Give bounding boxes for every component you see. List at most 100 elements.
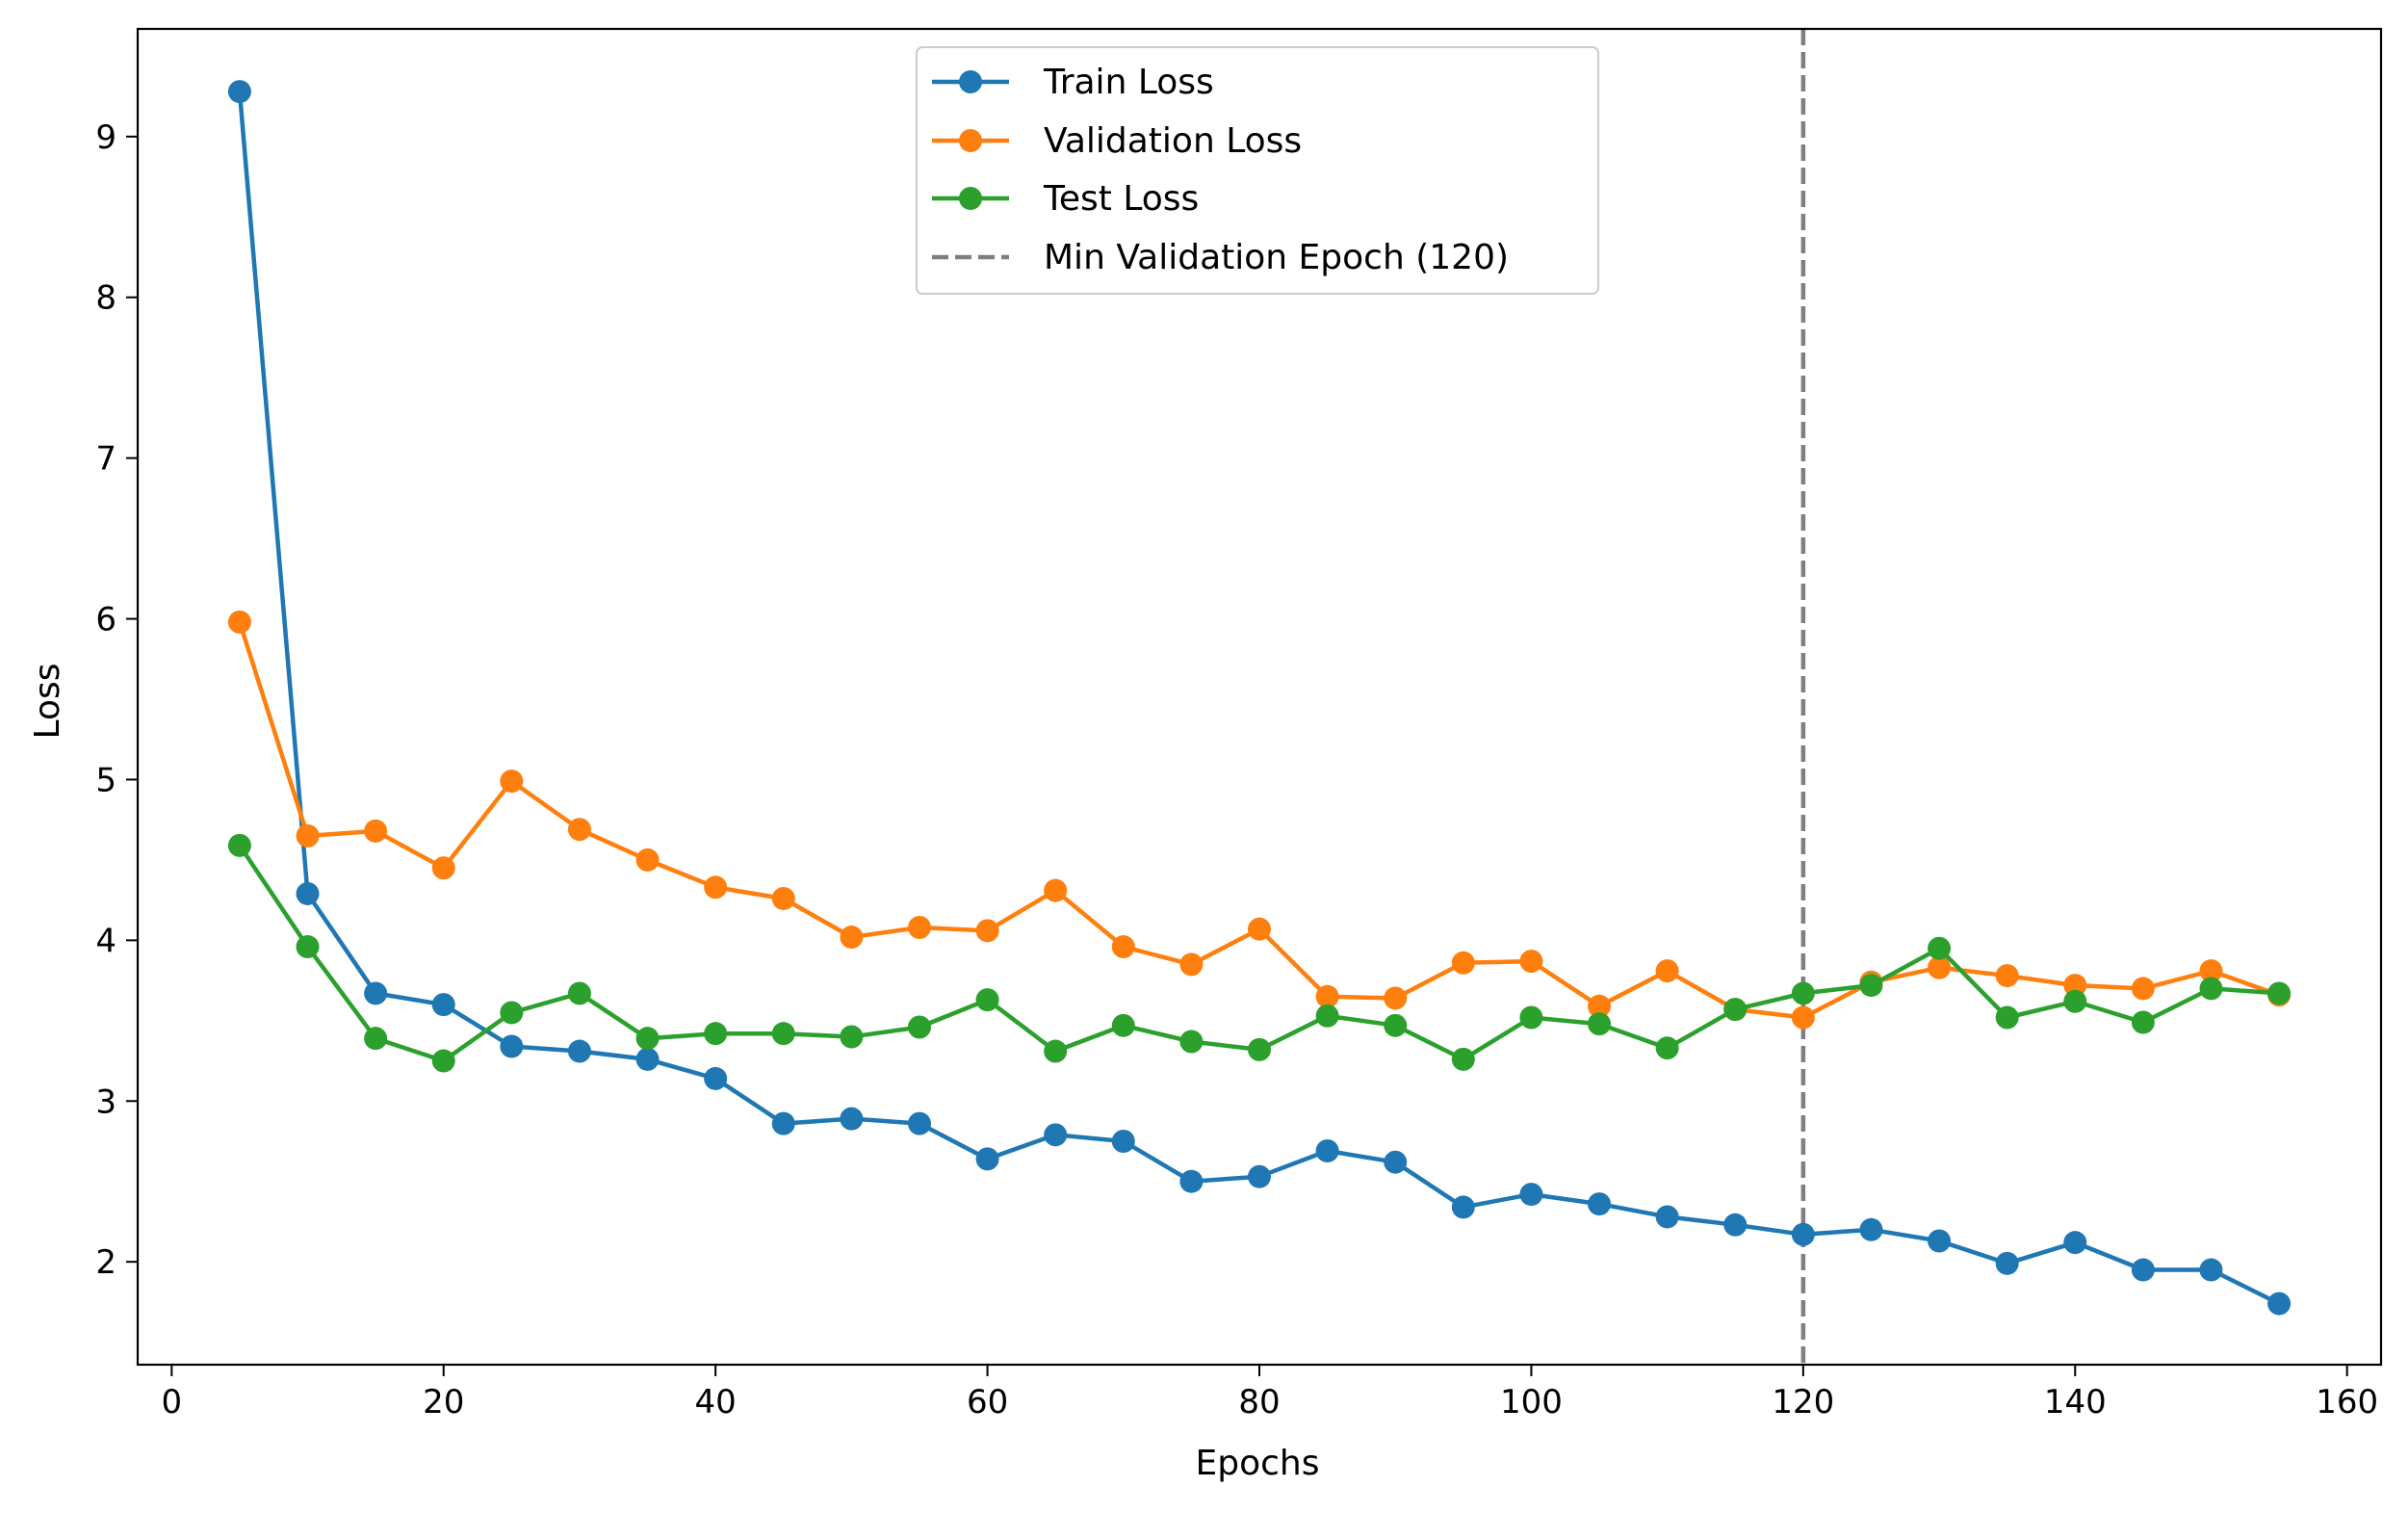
y-tick-label: 7 <box>95 440 117 479</box>
data-point <box>1044 1039 1068 1063</box>
data-point <box>227 80 251 104</box>
data-point <box>1928 955 1952 979</box>
data-point <box>1928 1229 1952 1253</box>
data-point <box>2063 1231 2087 1255</box>
data-point <box>635 1047 660 1071</box>
data-point <box>771 886 795 910</box>
data-point <box>635 1027 660 1051</box>
y-axis: 2 3 4 5 6 7 8 9 <box>95 118 138 1282</box>
data-point <box>771 1111 795 1135</box>
y-tick-label: 3 <box>95 1083 117 1121</box>
data-point <box>2131 1010 2155 1034</box>
data-point <box>1519 1005 1543 1030</box>
data-point <box>771 1022 795 1046</box>
data-point <box>1588 1012 1612 1036</box>
y-tick-label: 8 <box>95 279 117 318</box>
x-tick-label: 20 <box>423 1383 464 1422</box>
data-point <box>2267 1291 2291 1316</box>
data-point <box>567 818 591 842</box>
data-point <box>1384 1150 1408 1174</box>
data-point <box>364 981 388 1005</box>
legend-label: Train Loss <box>1043 63 1214 102</box>
data-point <box>1451 1195 1475 1219</box>
legend: Train Loss Validation Loss Test Loss Min Va… <box>916 46 1599 295</box>
data-point <box>1995 1005 2019 1030</box>
data-point <box>907 1015 931 1039</box>
data-point <box>431 856 455 880</box>
y-tick-label: 2 <box>95 1243 117 1282</box>
x-tick-label: 100 <box>1500 1383 1563 1422</box>
x-tick-label: 160 <box>2316 1383 2378 1422</box>
data-point <box>1179 1169 1204 1193</box>
legend-swatch-marker <box>959 187 982 210</box>
data-point <box>1451 1047 1475 1071</box>
data-point <box>907 1111 931 1135</box>
data-point <box>1519 950 1543 974</box>
data-point <box>227 833 251 857</box>
x-axis: 0 20 40 60 80 100 120 140 160 <box>161 1365 2378 1422</box>
data-point <box>1111 935 1135 959</box>
data-point <box>1315 984 1339 1008</box>
legend-label: Validation Loss <box>1044 121 1302 161</box>
data-point <box>1315 1139 1339 1163</box>
data-point <box>500 1034 524 1058</box>
data-point <box>2199 977 2223 1001</box>
y-tick-label: 4 <box>95 922 117 960</box>
data-point <box>2131 977 2155 1001</box>
data-point <box>227 610 251 634</box>
data-point <box>1723 998 1748 1022</box>
x-tick-label: 120 <box>1772 1383 1834 1422</box>
y-tick-label: 5 <box>95 761 117 799</box>
data-point <box>704 1066 728 1090</box>
data-point <box>1655 959 1679 983</box>
x-tick-label: 40 <box>695 1383 737 1422</box>
data-point <box>567 981 591 1005</box>
data-point <box>1859 1217 1883 1241</box>
series-0 <box>227 80 2291 1316</box>
data-point <box>431 1049 455 1073</box>
x-tick-label: 0 <box>161 1383 182 1422</box>
data-point <box>1723 1213 1748 1237</box>
data-point <box>2063 989 2087 1013</box>
data-point <box>1111 1013 1135 1037</box>
data-point <box>500 1001 524 1025</box>
legend-swatch-marker <box>959 129 982 152</box>
data-point <box>1791 1222 1815 1246</box>
series-1 <box>227 610 2291 1030</box>
legend-swatch-marker <box>959 70 982 93</box>
data-point <box>840 1107 864 1131</box>
data-point <box>840 926 864 950</box>
data-point <box>975 1147 999 1171</box>
data-point <box>500 770 524 794</box>
data-point <box>2199 1258 2223 1282</box>
series-layer <box>227 80 2291 1316</box>
data-point <box>1044 1123 1068 1147</box>
data-point <box>1995 1251 2019 1275</box>
data-point <box>1995 964 2019 988</box>
data-point <box>1655 1036 1679 1060</box>
data-point <box>1248 1164 1271 1188</box>
x-tick-label: 140 <box>2044 1383 2107 1422</box>
x-tick-label: 60 <box>967 1383 1008 1422</box>
data-point <box>2199 959 2223 983</box>
data-point <box>1588 994 1612 1018</box>
data-point <box>1791 1005 1815 1030</box>
data-point <box>364 1027 388 1051</box>
data-point <box>1248 917 1271 941</box>
data-point <box>296 881 320 905</box>
data-point <box>1248 1037 1271 1061</box>
data-point <box>2063 974 2087 998</box>
data-point <box>1384 1013 1408 1037</box>
data-point <box>907 916 931 940</box>
data-point <box>1111 1129 1135 1153</box>
data-point <box>840 1025 864 1049</box>
data-point <box>296 823 320 848</box>
data-point <box>1519 1183 1543 1207</box>
y-tick-label: 9 <box>95 118 117 157</box>
data-point <box>2267 981 2291 1005</box>
data-point <box>975 919 999 943</box>
data-point <box>1451 951 1475 975</box>
data-point <box>431 993 455 1017</box>
legend-box <box>916 46 1599 295</box>
